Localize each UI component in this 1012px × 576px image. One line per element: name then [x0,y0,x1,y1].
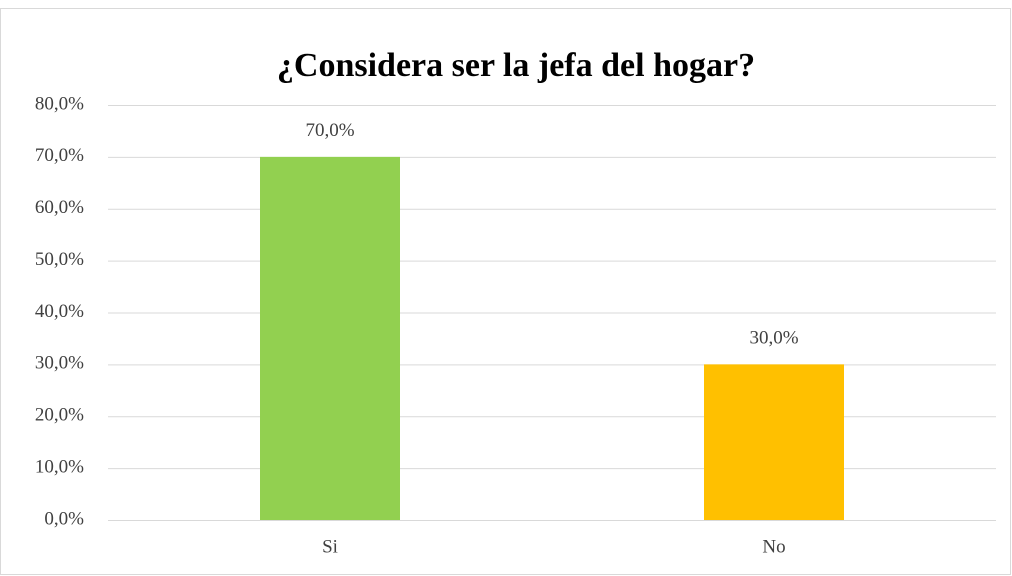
data-label: 70,0% [305,120,354,141]
bar [260,156,400,520]
chart-border [0,8,1011,575]
x-tick-label: No [762,536,785,557]
y-tick-label: 60,0% [35,197,84,218]
y-tick-label: 20,0% [35,405,84,426]
bar [704,364,844,520]
y-tick-label: 70,0% [35,145,84,166]
x-tick-label: Si [322,536,338,557]
data-label: 30,0% [749,328,798,349]
chart-title: ¿Considera ser la jefa del hogar? [277,47,755,84]
y-tick-label: 40,0% [35,301,84,322]
y-tick-label: 50,0% [35,249,84,270]
y-tick-label: 10,0% [35,456,84,477]
y-tick-label: 30,0% [35,353,84,374]
y-tick-label: 80,0% [35,93,84,114]
y-tick-label: 0,0% [44,508,84,529]
